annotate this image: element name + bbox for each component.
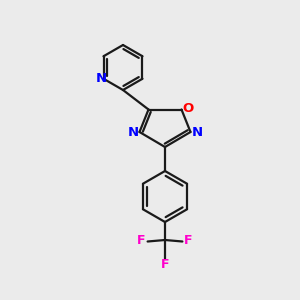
Text: N: N: [96, 72, 107, 85]
Text: O: O: [182, 101, 194, 115]
Text: F: F: [137, 234, 146, 248]
Text: N: N: [127, 125, 139, 139]
Text: N: N: [191, 125, 203, 139]
Text: F: F: [184, 234, 193, 248]
Text: F: F: [161, 258, 169, 271]
